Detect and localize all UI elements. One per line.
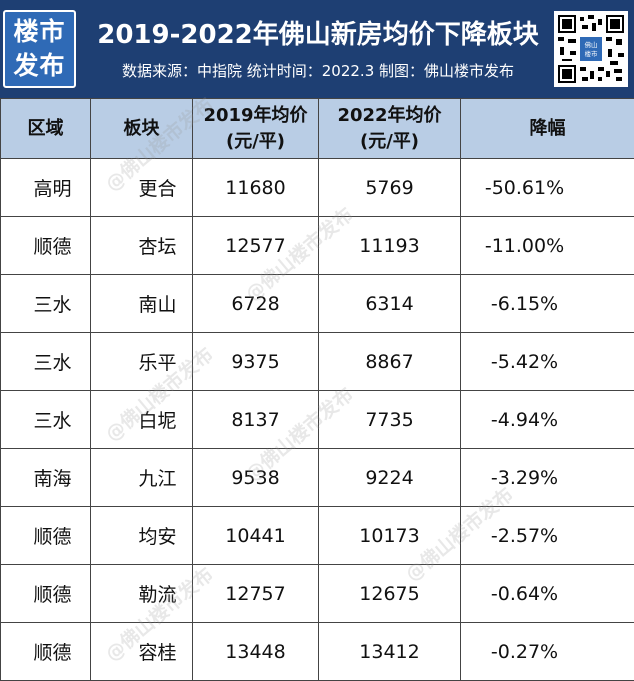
header-price-2022-line2: (元/平) [359, 130, 420, 152]
logo-text-line2: 发布 [13, 51, 66, 80]
header-drop: 降幅 [460, 98, 634, 159]
cell-drop: -11.00% [460, 216, 634, 275]
cell-block: 南山 [90, 274, 193, 333]
qr-code-icon: 佛山 楼市 [554, 11, 628, 87]
cell-region: 三水 [0, 274, 91, 333]
cell-region: 高明 [0, 158, 91, 217]
table-row: 三水 南山 6728 6314 -6.15% [0, 274, 634, 333]
cell-price-2022: 11193 [318, 216, 461, 275]
table-row: 顺德 杏坛 12577 11193 -11.00% [0, 216, 634, 275]
logo-text-line1: 楼市 [13, 17, 66, 46]
table-row: 顺德 勒流 12757 12675 -0.64% [0, 564, 634, 623]
cell-region: 三水 [0, 332, 91, 391]
cell-region: 顺德 [0, 622, 91, 681]
table-header-row: 区域 板块 2019年均价 (元/平) 2022年均价 (元/平) 降幅 [0, 98, 634, 159]
header-price-2019-line2: (元/平) [225, 130, 286, 152]
cell-region: 顺德 [0, 506, 91, 565]
cell-price-2019: 12577 [192, 216, 319, 275]
cell-region: 顺德 [0, 216, 91, 275]
cell-block: 白坭 [90, 390, 193, 449]
cell-block: 九江 [90, 448, 193, 507]
cell-drop: -6.15% [460, 274, 634, 333]
page-title: 2019-2022年佛山新房均价下降板块 [97, 20, 539, 50]
cell-block: 均安 [90, 506, 193, 565]
cell-price-2019: 9538 [192, 448, 319, 507]
qr-center-label-1: 佛山 [585, 40, 598, 49]
cell-price-2019: 6728 [192, 274, 319, 333]
cell-price-2019: 9375 [192, 332, 319, 391]
cell-region: 三水 [0, 390, 91, 449]
header-region: 区域 [0, 98, 91, 159]
cell-price-2019: 8137 [192, 390, 319, 449]
table-row: 顺德 容桂 13448 13412 -0.27% [0, 622, 634, 681]
table-row: 顺德 均安 10441 10173 -2.57% [0, 506, 634, 565]
cell-block: 勒流 [90, 564, 193, 623]
cell-price-2022: 5769 [318, 158, 461, 217]
cell-region: 南海 [0, 448, 91, 507]
header-price-2019: 2019年均价 (元/平) [192, 98, 319, 159]
cell-price-2022: 12675 [318, 564, 461, 623]
header-price-2022-line1: 2022年均价 [337, 104, 442, 126]
cell-block: 乐平 [90, 332, 193, 391]
cell-drop: -0.64% [460, 564, 634, 623]
cell-drop: -4.94% [460, 390, 634, 449]
table-row: 南海 九江 9538 9224 -3.29% [0, 448, 634, 507]
brand-logo: 楼市 发布 [3, 10, 76, 88]
header-banner: 楼市 发布 2019-2022年佛山新房均价下降板块 数据来源：中指院 统计时间… [0, 0, 634, 98]
cell-price-2019: 13448 [192, 622, 319, 681]
cell-price-2019: 12757 [192, 564, 319, 623]
cell-price-2022: 8867 [318, 332, 461, 391]
cell-price-2022: 13412 [318, 622, 461, 681]
header-price-2022: 2022年均价 (元/平) [318, 98, 461, 159]
cell-price-2022: 9224 [318, 448, 461, 507]
qr-center-label-2: 楼市 [585, 49, 598, 58]
cell-block: 杏坛 [90, 216, 193, 275]
table-row: 三水 白坭 8137 7735 -4.94% [0, 390, 634, 449]
cell-price-2022: 10173 [318, 506, 461, 565]
cell-block: 更合 [90, 158, 193, 217]
cell-drop: -0.27% [460, 622, 634, 681]
header-block: 板块 [90, 98, 193, 159]
header-price-2019-line1: 2019年均价 [203, 104, 308, 126]
cell-drop: -2.57% [460, 506, 634, 565]
cell-drop: -50.61% [460, 158, 634, 217]
cell-drop: -5.42% [460, 332, 634, 391]
cell-price-2022: 7735 [318, 390, 461, 449]
page-subtitle: 数据来源：中指院 统计时间：2022.3 制图：佛山楼市发布 [121, 62, 515, 80]
cell-price-2019: 10441 [192, 506, 319, 565]
table-row: 高明 更合 11680 5769 -50.61% [0, 158, 634, 217]
cell-region: 顺德 [0, 564, 91, 623]
cell-price-2019: 11680 [192, 158, 319, 217]
price-drop-table: 区域 板块 2019年均价 (元/平) 2022年均价 (元/平) 降幅 高明 … [0, 98, 634, 681]
cell-block: 容桂 [90, 622, 193, 681]
qr-code-graphic: 佛山 楼市 [558, 15, 624, 83]
cell-drop: -3.29% [460, 448, 634, 507]
cell-price-2022: 6314 [318, 274, 461, 333]
table-row: 三水 乐平 9375 8867 -5.42% [0, 332, 634, 391]
